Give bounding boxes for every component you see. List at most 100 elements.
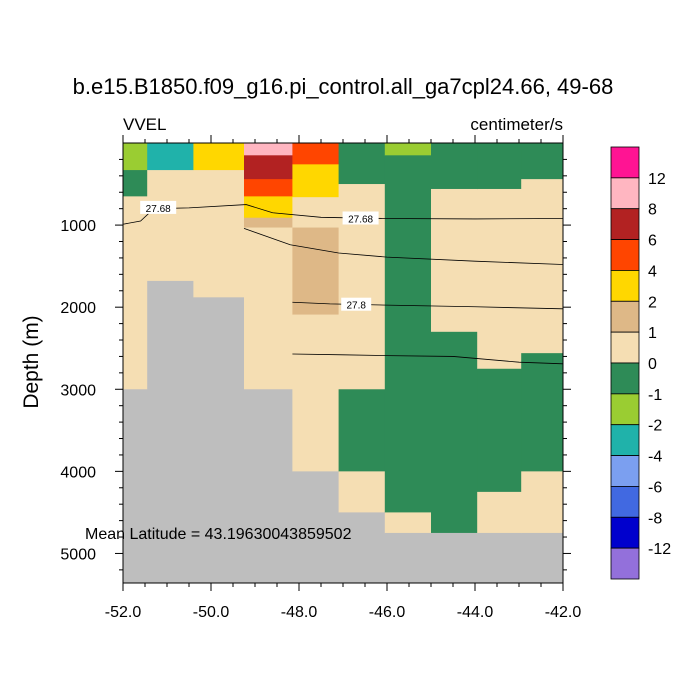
colorbar-swatch bbox=[610, 393, 640, 426]
colorbar-label: 0 bbox=[648, 356, 657, 373]
x-tick-label: -44.0 bbox=[457, 604, 494, 621]
colorbar-swatch bbox=[610, 516, 640, 549]
data-cell bbox=[521, 353, 564, 472]
data-cell bbox=[244, 155, 293, 180]
data-cell bbox=[477, 491, 522, 534]
data-cell bbox=[521, 179, 564, 354]
data-cell bbox=[292, 471, 339, 584]
data-cell bbox=[292, 197, 339, 228]
data-cell bbox=[521, 471, 564, 534]
data-cell bbox=[292, 164, 339, 198]
colorbar-label: -1 bbox=[648, 387, 662, 404]
data-cell bbox=[244, 179, 293, 197]
data-cell bbox=[147, 170, 194, 282]
data-cell bbox=[123, 170, 148, 197]
colorbar-label: 6 bbox=[648, 233, 657, 250]
y-tick-label: 5000 bbox=[60, 546, 96, 563]
data-cell bbox=[477, 532, 522, 584]
x-tick-label: -46.0 bbox=[369, 604, 406, 621]
data-cell bbox=[193, 170, 245, 298]
data-cell bbox=[384, 512, 432, 534]
data-cell bbox=[244, 227, 293, 390]
data-cell bbox=[477, 188, 522, 370]
data-cell bbox=[147, 143, 194, 171]
mean-latitude-annotation: Mean Latitude = 43.19630043859502 bbox=[85, 526, 352, 543]
colorbar-swatch bbox=[610, 270, 640, 302]
contour-line bbox=[243, 227, 564, 265]
contour-label-box bbox=[341, 297, 372, 311]
contour-line bbox=[292, 301, 564, 310]
data-cell bbox=[477, 143, 522, 190]
colorbar-label: -6 bbox=[648, 479, 662, 496]
x-tick-label: -50.0 bbox=[193, 604, 230, 621]
colorbar-label: 1 bbox=[648, 325, 657, 342]
axis-ticks: -52.0 -50.0 -48.0 -46.0 -44.0 -42.0 1000 2000 30… bbox=[60, 135, 581, 621]
x-tick-label: -48.0 bbox=[281, 604, 318, 621]
contour-label: 27.8 bbox=[346, 301, 366, 312]
data-cell bbox=[123, 389, 148, 584]
data-cell bbox=[244, 389, 293, 584]
colorbar-label: 12 bbox=[648, 171, 666, 188]
x-tick-label: -52.0 bbox=[105, 604, 142, 621]
data-cell bbox=[123, 143, 148, 171]
chart-title: b.e15.B1850.f09_g16.pi_control.all_ga7cp… bbox=[73, 74, 614, 99]
colorbar: 12 8 6 4 2 1 0 -1 -2 -4 -6 -8 -12 bbox=[610, 146, 671, 580]
data-cell bbox=[384, 155, 432, 513]
colorbar-swatch bbox=[610, 547, 640, 580]
colorbar-swatch bbox=[610, 146, 640, 179]
data-cell bbox=[193, 143, 245, 171]
colorbar-swatch bbox=[610, 239, 640, 271]
contour-label-box bbox=[342, 211, 379, 225]
contour-label: 27.68 bbox=[348, 215, 373, 226]
y-tick-label: 2000 bbox=[60, 300, 96, 317]
data-cell bbox=[431, 331, 478, 534]
data-cell bbox=[147, 280, 194, 584]
variable-label: VVEL bbox=[123, 115, 166, 134]
units-label: centimeter/s bbox=[470, 115, 563, 134]
data-cell bbox=[338, 512, 386, 584]
density-contours bbox=[122, 204, 564, 365]
colorbar-label: 8 bbox=[648, 202, 657, 219]
data-cell bbox=[338, 471, 386, 513]
y-tick-label: 4000 bbox=[60, 464, 96, 481]
contour-label: 27.68 bbox=[146, 204, 171, 215]
data-cell bbox=[193, 297, 245, 584]
data-cell bbox=[244, 196, 293, 219]
data-cell bbox=[244, 143, 293, 156]
contour-label-box bbox=[140, 200, 177, 214]
colorbar-label: -8 bbox=[648, 510, 662, 527]
data-cell bbox=[338, 389, 386, 472]
contour-line bbox=[122, 204, 564, 225]
data-cell bbox=[477, 368, 522, 493]
contour-labels: 27.68 27.68 27.8 bbox=[140, 200, 379, 312]
data-cells bbox=[123, 143, 564, 584]
colorbar-label: -4 bbox=[648, 449, 662, 466]
colorbar-swatch bbox=[610, 424, 640, 456]
data-cell bbox=[384, 532, 432, 584]
y-tick-label: 1000 bbox=[60, 218, 96, 235]
data-cell bbox=[123, 196, 148, 390]
data-cell bbox=[292, 143, 339, 165]
colorbar-swatch bbox=[610, 300, 640, 333]
data-cell bbox=[431, 532, 478, 584]
colorbar-swatch bbox=[610, 177, 640, 210]
y-axis-label: Depth (m) bbox=[20, 315, 43, 408]
data-cell bbox=[292, 314, 339, 472]
colorbar-label: -12 bbox=[648, 541, 671, 558]
y-tick-label: 3000 bbox=[60, 382, 96, 399]
colorbar-label: -2 bbox=[648, 418, 662, 435]
data-cell bbox=[431, 143, 478, 190]
contour-line bbox=[292, 353, 564, 365]
data-cell bbox=[521, 143, 564, 180]
colorbar-swatch bbox=[610, 331, 640, 364]
colorbar-swatch bbox=[610, 486, 640, 518]
colorbar-label: 2 bbox=[648, 294, 657, 311]
colorbar-swatch bbox=[610, 362, 640, 395]
data-cell bbox=[521, 532, 564, 584]
data-cell bbox=[292, 227, 339, 315]
data-cell bbox=[338, 143, 386, 185]
data-cell bbox=[244, 217, 293, 228]
x-tick-label: -42.0 bbox=[545, 604, 582, 621]
data-cell bbox=[384, 143, 432, 156]
